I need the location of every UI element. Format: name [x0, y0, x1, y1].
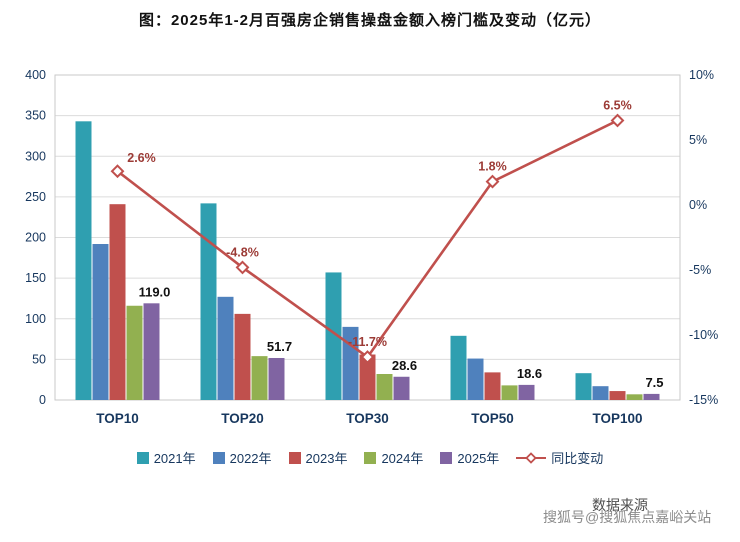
right-axis-tick: -15%: [689, 393, 718, 407]
x-axis-category: TOP30: [346, 411, 389, 426]
left-axis-tick: 150: [25, 271, 46, 285]
bar: [200, 203, 217, 400]
combo-bar-line-chart: 0 50 100 150 200 250 300 350 400 -15% -10% -5% 0% 5% 1…: [25, 68, 718, 426]
left-axis-tick: 50: [32, 352, 46, 366]
bar: [643, 393, 660, 400]
bar: [251, 356, 268, 400]
yoy-value-label: 6.5%: [603, 99, 632, 113]
yoy-value-label: 1.8%: [478, 160, 507, 174]
bar-value-label: 28.6: [392, 358, 417, 373]
left-axis-tick: 0: [39, 393, 46, 407]
bar: [143, 303, 160, 400]
legend-item-2023年: 2023年: [288, 448, 348, 467]
line-diamond-icon: [516, 451, 547, 464]
legend-swatch: [364, 451, 377, 464]
right-axis-tick: 0%: [689, 198, 707, 212]
left-axis-tick: 250: [25, 190, 46, 204]
bar: [450, 335, 467, 400]
bar: [518, 384, 535, 400]
bar: [359, 354, 376, 400]
diamond-marker: [110, 164, 125, 179]
legend-label: 2021年: [153, 451, 196, 466]
bar: [609, 391, 626, 400]
legend-label: 2023年: [305, 451, 348, 466]
diamond-marker: [360, 350, 375, 365]
legend-swatch: [136, 451, 149, 464]
bar: [575, 373, 592, 400]
x-axis-category: TOP10: [96, 411, 139, 426]
bar: [376, 374, 393, 400]
legend-label: 同比变动: [551, 451, 604, 466]
legend-swatch: [288, 451, 301, 464]
x-axis-category: TOP100: [592, 411, 642, 426]
left-axis-tick: 350: [25, 109, 46, 123]
chart-legend: 2021年 2022年 2023年 2024年 2025年 同比变动: [0, 448, 740, 467]
bar: [268, 357, 285, 400]
bar: [325, 272, 342, 400]
bar-series-2023年: [109, 204, 626, 400]
bar: [342, 326, 359, 400]
bar-value-label: 7.5: [645, 375, 663, 390]
yoy-value-label: -4.8%: [226, 245, 259, 259]
bar-series-2024年: [126, 305, 643, 400]
right-axis-tick: 5%: [689, 133, 707, 147]
bar: [592, 386, 609, 400]
right-axis-tick: 10%: [689, 68, 714, 82]
data-source-caption: 数据来源: [592, 497, 648, 513]
legend-item-yoy: 同比变动: [516, 448, 603, 467]
left-axis-tick: 100: [25, 312, 46, 326]
legend-item-2022年: 2022年: [212, 448, 272, 467]
x-axis-category: TOP20: [221, 411, 264, 426]
bar: [109, 204, 126, 400]
legend-swatch: [440, 451, 453, 464]
legend-item-2025年: 2025年: [440, 448, 499, 467]
bar: [467, 358, 484, 400]
bar: [501, 385, 518, 400]
bar-value-label: 18.6: [517, 366, 542, 381]
bar-series-group: [75, 121, 660, 400]
yoy-value-label: -11.7%: [348, 335, 387, 349]
bar: [626, 394, 643, 400]
axes: 0 50 100 150 200 250 300 350 400 -15% -10% -5% 0% 5% 1…: [25, 68, 718, 426]
bar-value-label: 119.0: [139, 284, 171, 299]
legend-label: 2025年: [457, 451, 500, 466]
diamond-marker: [235, 260, 250, 275]
bar-value-label: 51.7: [267, 339, 292, 354]
legend-swatch: [212, 451, 225, 464]
bar-series-2021年: [75, 121, 592, 400]
chart-title: 图：2025年1-2月百强房企销售操盘金额入榜门槛及变动（亿元）: [138, 12, 602, 29]
legend-item-2021年: 2021年: [136, 448, 196, 467]
bar: [92, 244, 109, 400]
bar-series-2025年: [143, 303, 660, 400]
right-axis-tick: -5%: [689, 263, 711, 277]
bar-series-2022年: [92, 244, 609, 400]
data-labels: 119.0 51.7 28.6 18.6 7.5 2.6% -4.8% -11.7% 1.8% 6…: [127, 99, 663, 390]
sohu-watermark: 搜狐号@搜狐焦点嘉峪关站: [543, 509, 712, 525]
bar: [126, 305, 143, 400]
left-axis-tick: 200: [25, 231, 46, 245]
bar: [484, 372, 501, 400]
legend-label: 2024年: [381, 451, 424, 466]
bar: [234, 313, 251, 400]
bar: [75, 121, 92, 400]
diamond-marker: [610, 113, 625, 128]
diamond-marker: [485, 174, 500, 189]
x-axis-category: TOP50: [471, 411, 514, 426]
legend-label: 2022年: [229, 451, 272, 466]
bar: [393, 376, 410, 400]
legend-item-2024年: 2024年: [364, 448, 423, 467]
left-axis-tick: 300: [25, 149, 46, 163]
yoy-line-series: [110, 113, 625, 365]
yoy-value-label: 2.6%: [127, 151, 156, 165]
right-axis-tick: -10%: [689, 328, 718, 342]
left-axis-tick: 400: [25, 68, 46, 82]
bar: [217, 296, 234, 400]
